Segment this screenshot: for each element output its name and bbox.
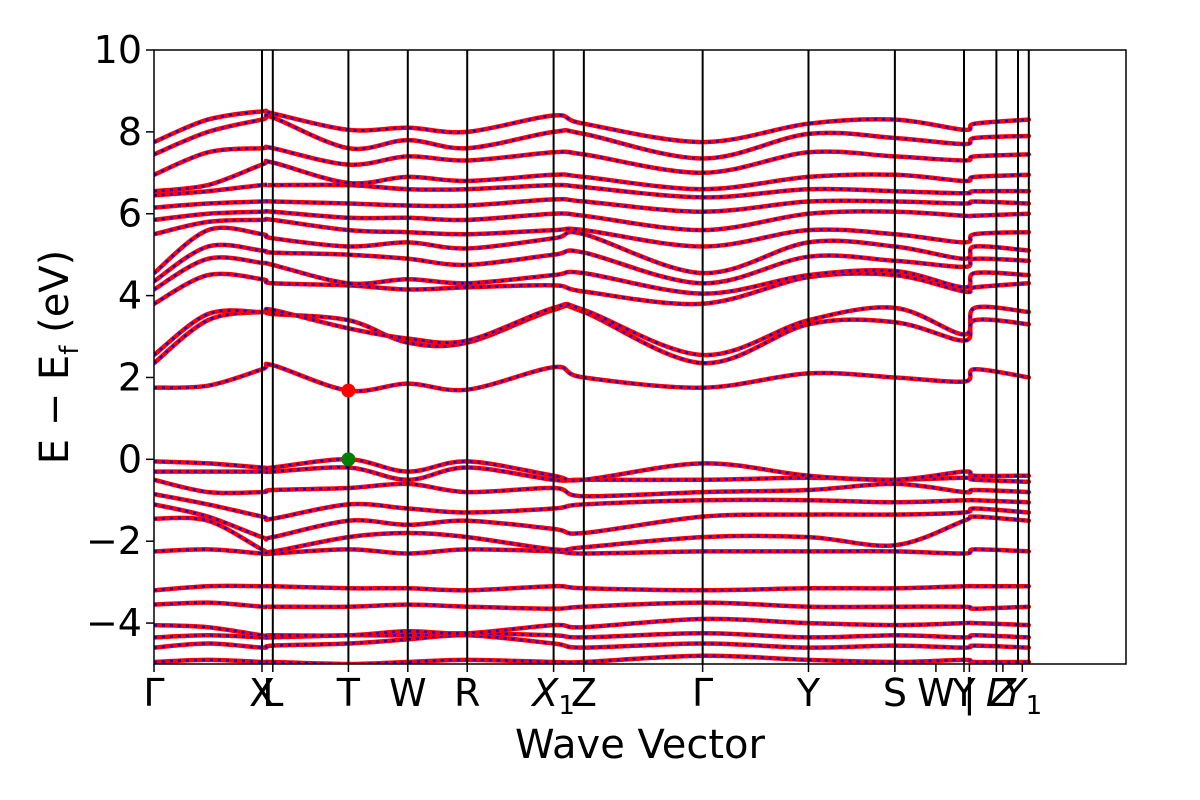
y-axis-title-subscript: f (55, 345, 85, 355)
y-tick-label-5: 6 (118, 192, 142, 236)
x-tick-label-15: Z (989, 671, 1017, 715)
y-axis-title: E − Ef (eV) (32, 250, 85, 465)
band-line-dotted-5 (154, 584, 1029, 592)
x-tick-label-14: L (986, 671, 1007, 715)
y-axis-title-main: E − E (32, 355, 78, 465)
x-tick-label-10: S (883, 671, 907, 715)
x-tick-label-0: Γ (143, 671, 164, 715)
conduction-band-minimum-marker (341, 383, 356, 398)
band-line-dotted-19 (154, 226, 1029, 275)
x-tick-label-9: Y (796, 671, 821, 715)
band-line-dotted-8 (154, 503, 1029, 541)
band-line-dotted-4 (154, 601, 1029, 610)
y-tick-label-7: 10 (94, 28, 142, 72)
x-tick-label-4: W (389, 671, 427, 715)
x-tick-label-5: R (454, 671, 480, 715)
plot-area (154, 50, 1032, 664)
y-axis-ticks: −4 −2 0 2 4 6 8 10 (86, 28, 154, 645)
band-line-16 (154, 271, 1032, 307)
y-tick-label-1: −2 (86, 519, 142, 563)
band-line-dotted-12 (154, 458, 1029, 482)
band-line-dotted-16 (154, 272, 1029, 306)
y-tick-label-2: 0 (118, 437, 142, 481)
y-tick-label-4: 4 (118, 274, 142, 318)
y-tick-label-0: −4 (86, 601, 142, 645)
x-tick-label-3: T (336, 671, 361, 715)
x-tick-label-1: X (249, 671, 275, 715)
band-line-dotted-26 (154, 114, 1029, 160)
band-line-13 (154, 361, 1032, 394)
band-line-dotted-25 (154, 145, 1029, 176)
x-tick-label-16: Y1 (1002, 671, 1042, 721)
band-line-dotted-10 (154, 478, 1029, 498)
band-line-dotted-20 (154, 217, 1029, 248)
bands-layer (154, 108, 1032, 664)
y-tick-label-3: 2 (118, 355, 142, 399)
x-axis-title: Wave Vector (515, 722, 766, 768)
band-line-dotted-17 (154, 256, 1029, 295)
band-line-dotted-2 (154, 632, 1029, 639)
y-axis-title-unit: (eV) (32, 250, 78, 346)
x-tick-label-6: X1 (530, 671, 575, 721)
band-line-dotted-24 (154, 159, 1029, 193)
band-line-9 (154, 491, 1032, 522)
plot-frame (153, 49, 1127, 665)
band-line-dotted-22 (154, 197, 1029, 213)
x-tick-label-2: L (262, 671, 283, 715)
band-line-dotted-23 (154, 183, 1029, 199)
x-tick-label-8: Γ (692, 671, 713, 715)
high-symmetry-lines (261, 50, 1030, 664)
band-line-dotted-0 (154, 654, 1029, 664)
y-tick-label-6: 8 (118, 110, 142, 154)
band-line-27 (154, 108, 1032, 145)
band-line-dotted-11 (154, 466, 1029, 484)
band-edge-markers (341, 383, 356, 467)
band-line-20 (154, 216, 1032, 249)
x-tick-label-11: W (917, 671, 955, 715)
band-line-dotted-15 (154, 302, 1029, 357)
x-tick-label-7: Z (571, 671, 597, 715)
x-tick-label-12: Y (951, 671, 976, 715)
band-line-dotted-18 (154, 243, 1029, 285)
band-line-dotted-13 (154, 362, 1029, 393)
band-line-10 (154, 477, 1032, 499)
valence-band-maximum-marker (341, 452, 356, 467)
band-line-dotted-1 (154, 634, 1029, 649)
band-line-dotted-21 (154, 209, 1029, 232)
band-line-dotted-7 (154, 515, 1029, 555)
band-line-dotted-3 (154, 617, 1029, 638)
x-tick-label-13: | (963, 671, 976, 716)
